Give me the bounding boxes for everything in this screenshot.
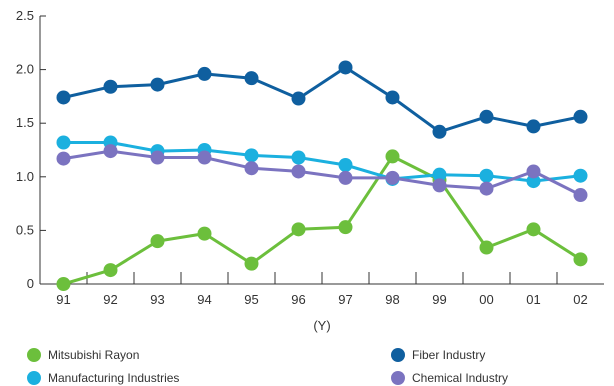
data-point — [338, 60, 353, 75]
data-point — [526, 164, 541, 179]
data-point — [150, 234, 165, 249]
data-point — [103, 263, 118, 278]
y-tick-label: 0 — [27, 276, 34, 291]
data-point — [573, 168, 588, 183]
legend-item: Mitsubishi Rayon — [27, 348, 139, 362]
legend-item: Manufacturing Industries — [27, 371, 179, 385]
data-point — [291, 91, 306, 106]
x-tick-label: 02 — [573, 292, 587, 307]
data-point — [573, 252, 588, 267]
chart-series — [56, 60, 588, 291]
data-point — [573, 188, 588, 203]
y-tick-label: 1.5 — [16, 115, 34, 130]
legend-item: Fiber Industry — [391, 348, 485, 362]
data-point — [244, 161, 259, 176]
x-tick-label: 91 — [56, 292, 70, 307]
data-point — [197, 226, 212, 241]
data-point — [479, 181, 494, 196]
data-point — [338, 170, 353, 185]
data-point — [479, 109, 494, 124]
x-tick-label: 00 — [479, 292, 493, 307]
series-line — [63, 141, 581, 183]
data-point — [291, 164, 306, 179]
series-line — [63, 149, 582, 197]
data-point — [150, 77, 165, 92]
data-point — [56, 135, 71, 150]
series-line — [63, 66, 581, 134]
data-point — [385, 170, 400, 185]
data-point — [385, 90, 400, 105]
data-point — [197, 150, 212, 165]
y-tick-label: 2.5 — [16, 8, 34, 23]
data-point — [573, 109, 588, 124]
data-point — [103, 144, 118, 159]
x-tick-label: 99 — [432, 292, 446, 307]
data-point — [432, 124, 447, 139]
legend-label: Manufacturing Industries — [48, 371, 179, 385]
legend-item: Chemical Industry — [391, 371, 508, 385]
data-point — [479, 240, 494, 255]
x-tick-label: 96 — [291, 292, 305, 307]
data-point — [56, 90, 71, 105]
series-mitsubishi-rayon — [56, 149, 588, 291]
legend-label: Fiber Industry — [412, 348, 485, 362]
x-tick-label: 92 — [103, 292, 117, 307]
y-tick-label: 1.0 — [16, 169, 34, 184]
data-point — [244, 71, 259, 86]
data-point — [56, 151, 71, 166]
x-tick-label: 95 — [244, 292, 258, 307]
legend-marker — [27, 348, 41, 362]
data-point — [150, 150, 165, 165]
legend-label: Mitsubishi Rayon — [48, 348, 139, 362]
x-tick-label: 93 — [150, 292, 164, 307]
legend-marker — [27, 371, 41, 385]
data-point — [197, 66, 212, 81]
data-point — [244, 148, 259, 163]
data-point — [479, 168, 494, 183]
chart-legend: Mitsubishi Rayon Fiber Industry Manufactur… — [27, 348, 508, 385]
data-point — [526, 119, 541, 134]
data-point — [244, 256, 259, 271]
data-point — [526, 174, 541, 189]
data-point — [526, 222, 541, 237]
x-axis-label: (Y) — [313, 318, 330, 333]
data-point — [291, 222, 306, 237]
y-tick-label: 2.0 — [16, 62, 34, 77]
x-tick-label: 94 — [197, 292, 211, 307]
data-point — [432, 167, 447, 182]
data-point — [385, 149, 400, 164]
series-fiber-industry — [56, 60, 588, 139]
data-point — [338, 158, 353, 173]
legend-label: Chemical Industry — [412, 371, 508, 385]
chart-axes: 0 0.5 1.0 1.5 2.0 2.5 91 92 93 94 95 96 97 98 99 00 01 02… — [16, 8, 604, 333]
legend-marker — [391, 348, 405, 362]
x-tick-label: 98 — [385, 292, 399, 307]
series-chemical-industry — [56, 144, 588, 203]
data-point — [291, 150, 306, 165]
legend-marker — [391, 371, 405, 385]
data-point — [103, 79, 118, 94]
y-tick-label: 0.5 — [16, 222, 34, 237]
data-point — [338, 220, 353, 235]
series-line — [63, 154, 582, 286]
x-tick-label: 01 — [526, 292, 540, 307]
data-point — [56, 277, 71, 291]
x-tick-label: 97 — [338, 292, 352, 307]
data-point — [432, 178, 447, 193]
